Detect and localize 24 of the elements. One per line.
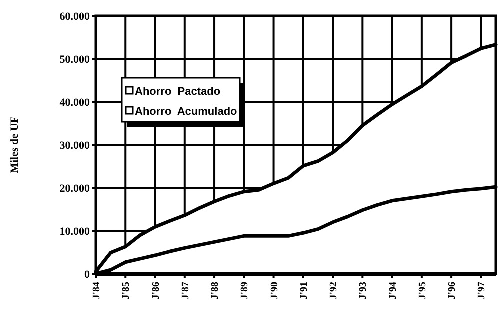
x-tick-label: J'87	[180, 282, 192, 300]
x-tick-label: J'91	[298, 282, 310, 300]
y-tick-label: 50.000	[60, 54, 90, 66]
x-tick-label: J'94	[388, 282, 399, 300]
x-tick-label: J'85	[121, 282, 132, 300]
legend-label: Ahorro Acumulado	[135, 106, 238, 118]
x-tick-label: J'95	[417, 282, 428, 300]
y-tick-label: 10.000	[60, 226, 90, 238]
x-tick-label: J'92	[328, 282, 340, 300]
x-tick-label: J'93	[358, 282, 370, 300]
y-tick-label: 30.000	[60, 140, 90, 152]
y-axis-title: Miles de UF	[9, 116, 21, 174]
x-tick-label: J'84	[92, 282, 102, 300]
y-tick-label: 40.000	[60, 96, 90, 109]
x-tick-label: J'97	[476, 282, 488, 300]
y-tick-label: 60.000	[60, 10, 90, 23]
x-tick-label: J'86	[150, 282, 162, 300]
x-tick-label: J'90	[269, 282, 280, 300]
y-tick-label: 0	[84, 268, 90, 281]
x-tick-label: J'89	[240, 282, 251, 300]
legend-label: Ahorro Pactado	[135, 86, 221, 98]
x-tick-label: J'88	[210, 282, 222, 300]
y-tick-label: 20.000	[60, 182, 90, 195]
x-tick-label: J'96	[447, 282, 458, 300]
